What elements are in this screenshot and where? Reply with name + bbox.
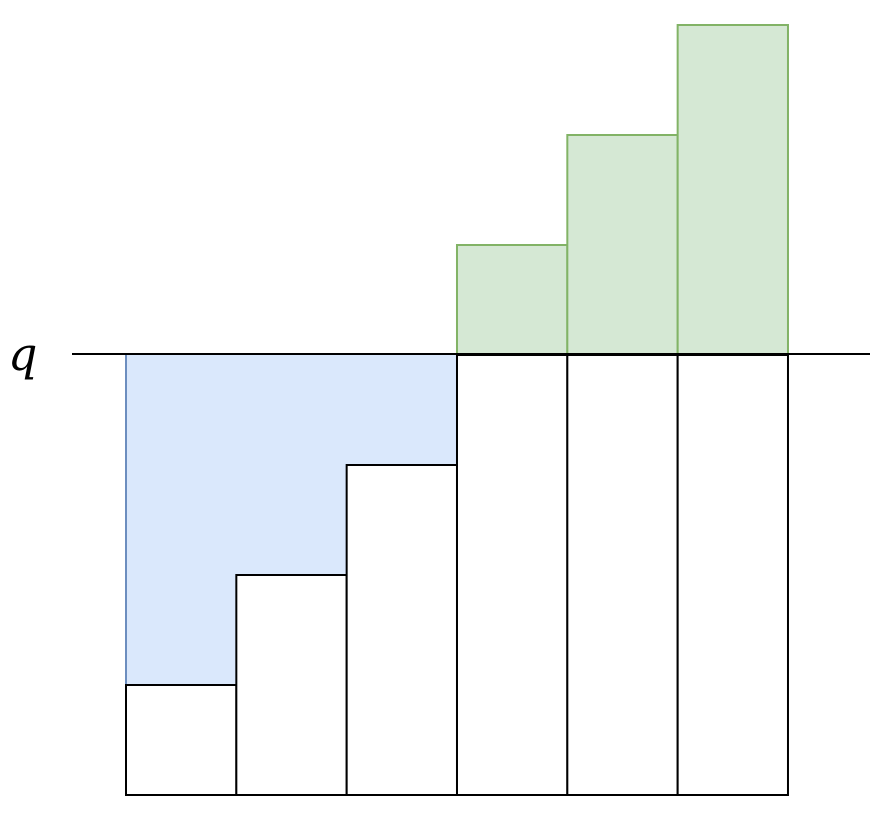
bars-group bbox=[125, 354, 789, 796]
excess-bar bbox=[566, 134, 679, 356]
excess-bar bbox=[676, 24, 789, 356]
bar bbox=[235, 574, 348, 796]
excess-region bbox=[455, 24, 789, 356]
bar bbox=[455, 354, 569, 796]
bar bbox=[345, 464, 458, 796]
bar bbox=[676, 354, 789, 796]
bar bbox=[125, 684, 238, 796]
deficit-region bbox=[125, 355, 457, 685]
threshold-label: q bbox=[8, 327, 37, 381]
bar bbox=[566, 354, 679, 796]
excess-bar bbox=[455, 244, 569, 356]
deficit-area bbox=[126, 355, 457, 685]
